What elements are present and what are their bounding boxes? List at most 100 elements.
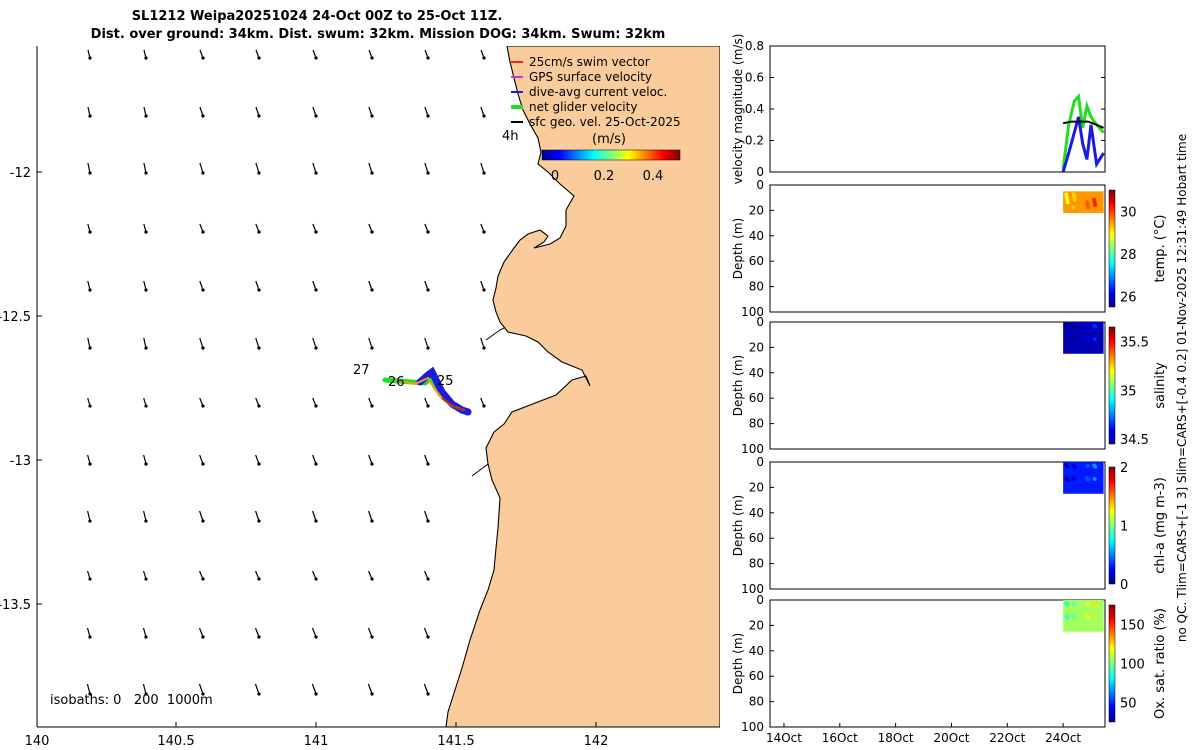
depth-tick: 0 xyxy=(756,593,764,607)
depth-tick: 40 xyxy=(749,644,764,658)
velocity-arrow xyxy=(312,162,318,175)
depth-ylabel: Depth (m) xyxy=(731,218,745,279)
colorbar-units: (m/s) xyxy=(592,132,626,147)
glider-track xyxy=(382,366,472,416)
map-panel: 27 26 25 140 140.5 141 141.5 142 -12 -12.5 -13… xyxy=(0,46,720,749)
velocity-arrow xyxy=(312,49,318,60)
velocity-arrow xyxy=(143,280,148,292)
profile-data-point xyxy=(1092,337,1097,341)
legend-label: dive-avg current veloc. xyxy=(529,85,667,99)
profile-data-point xyxy=(1079,616,1084,620)
depth-tick: 60 xyxy=(749,669,764,683)
depth-tick: 40 xyxy=(749,229,764,243)
profile-data-block xyxy=(1063,600,1104,632)
velocity-arrow xyxy=(86,627,92,639)
depth-tick: 20 xyxy=(749,480,764,494)
colorbar-tick: 2 xyxy=(1120,461,1128,476)
depth-tick: 80 xyxy=(749,557,764,571)
legend-label: sfc geo. vel. 25-Oct-2025 xyxy=(529,115,681,129)
velocity-arrow xyxy=(480,397,486,408)
depth-tick: 0 xyxy=(756,455,764,469)
profile-data-point xyxy=(1065,464,1070,469)
profile-data-point xyxy=(1092,477,1097,481)
velocity-arrow xyxy=(199,223,205,234)
profile-data-point xyxy=(1079,195,1084,200)
velocity-arrow xyxy=(143,223,148,234)
profile-data-point xyxy=(1065,324,1070,329)
profile-data-point xyxy=(1079,478,1084,482)
velocity-arrow xyxy=(255,106,261,118)
velocity-arrow xyxy=(142,683,148,696)
title-line2: Dist. over ground: 34km. Dist. swum: 32k… xyxy=(91,27,666,42)
profile-colorbar xyxy=(1108,604,1116,723)
velocity-arrow xyxy=(368,223,374,234)
velocity-arrow xyxy=(142,627,148,639)
profile-data-point xyxy=(1079,338,1084,342)
profile-data-point xyxy=(1072,465,1077,469)
velocity-arrow xyxy=(424,397,430,408)
map-x-tick: 141 xyxy=(304,734,329,749)
depth-tick: 80 xyxy=(749,695,764,709)
profile-data-point xyxy=(1085,324,1090,328)
track-label-27: 27 xyxy=(353,363,370,378)
profile-data-point xyxy=(1072,477,1077,482)
velocity-arrow xyxy=(143,49,148,60)
profile-data-point xyxy=(1085,464,1090,468)
velocity-arrow xyxy=(480,223,486,234)
velocity-arrow xyxy=(480,162,486,175)
profile-data-block xyxy=(1063,462,1104,494)
velocity-ylabel: velocity magnitude (m/s) xyxy=(731,34,745,185)
velocity-arrow xyxy=(199,280,205,292)
velocity-arrow xyxy=(368,510,374,523)
profile-data-point xyxy=(1065,602,1070,607)
depth-tick: 60 xyxy=(749,391,764,405)
velocity-arrow xyxy=(480,280,486,292)
velocity-arrow xyxy=(142,570,148,581)
depth-tick: 20 xyxy=(749,203,764,217)
velocity-arrow xyxy=(199,49,205,60)
velocity-arrow xyxy=(255,510,261,523)
profile-panel: 0 20 40 60 80 100 Depth (m) 26 28 30 temp. (°C) xyxy=(731,178,1168,319)
velocity-arrow xyxy=(87,510,92,523)
depth-tick: 0 xyxy=(756,178,764,192)
profile-data-point xyxy=(1065,615,1070,620)
right-caption: no QC. Tlim=CARS+[-1 3] Slim=CARS+[-0.4 … xyxy=(1175,134,1189,642)
velocity-arrow xyxy=(423,683,430,696)
profile-data-point xyxy=(1093,602,1098,607)
profile-data-point xyxy=(1093,202,1098,207)
colorbar-tick: 34.5 xyxy=(1120,433,1149,448)
velocity-arrow xyxy=(143,337,148,350)
velocity-arrow xyxy=(199,106,205,118)
depth-ylabel: Depth (m) xyxy=(731,633,745,694)
velocity-arrow xyxy=(143,454,148,466)
colorbar-label: temp. (°C) xyxy=(1153,215,1168,283)
velocity-arrow xyxy=(199,397,205,408)
colorbar-tick: 26 xyxy=(1120,290,1137,305)
colorbar-label: Ox. sat. ratio (%) xyxy=(1153,608,1168,719)
colorbar-tick: 50 xyxy=(1120,697,1137,712)
depth-tick: 60 xyxy=(749,531,764,545)
velocity-series-line xyxy=(1061,116,1105,173)
velocity-arrow xyxy=(423,570,430,581)
profile-data-block xyxy=(1063,322,1104,354)
velocity-arrow xyxy=(311,627,318,639)
map-y-tick: -12 xyxy=(10,166,31,181)
velocity-arrow xyxy=(198,627,205,639)
velocity-arrow xyxy=(255,337,261,350)
velocity-arrow xyxy=(368,49,374,60)
time-tick: 22Oct xyxy=(989,731,1025,745)
velocity-arrow xyxy=(312,337,318,350)
time-axis: 14Oct 16Oct 18Oct 20Oct 22Oct 24Oct xyxy=(766,723,1081,745)
profile-data-point xyxy=(1072,197,1077,202)
map-x-tick: 142 xyxy=(584,734,609,749)
profile-data-point xyxy=(1086,615,1091,620)
profile-data-point xyxy=(1065,200,1070,205)
profile-data-point xyxy=(1071,205,1076,210)
velocity-arrow xyxy=(312,397,318,408)
velocity-arrow xyxy=(143,162,148,175)
legend-label: GPS surface velocity xyxy=(529,70,652,84)
depth-tick: 0 xyxy=(756,315,764,329)
depth-tick: 80 xyxy=(749,417,764,431)
velocity-arrow xyxy=(424,510,430,523)
